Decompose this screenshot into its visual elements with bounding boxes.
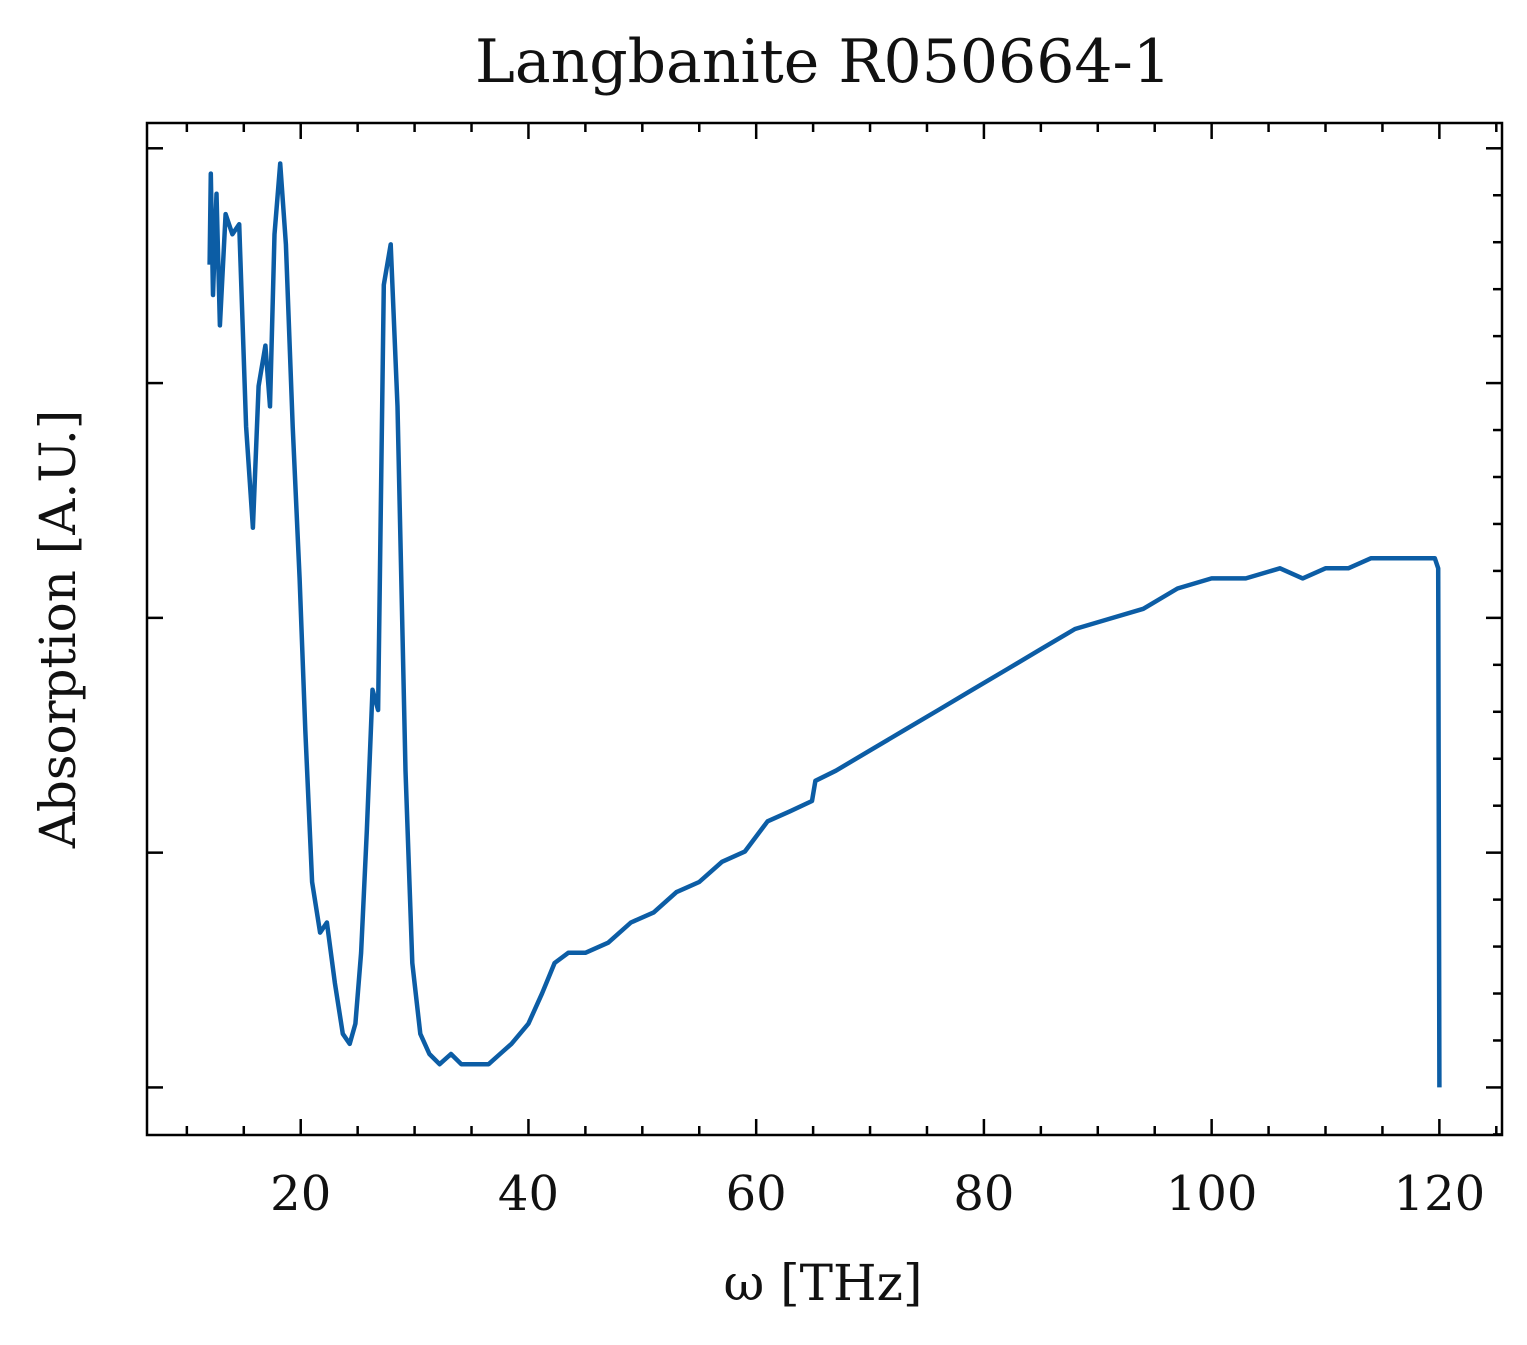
plot-area — [207, 161, 1442, 1088]
x-tick-label: 20 — [270, 1166, 331, 1222]
x-axis-label: ω [THz] — [724, 1254, 923, 1312]
y-axis-label: Absorption [A.U.] — [29, 410, 87, 850]
x-tick-label: 120 — [1394, 1166, 1486, 1222]
plot-frame — [145, 121, 1504, 1137]
axis-ticks: 20 40 60 80 100 120 — [147, 123, 1502, 1222]
x-tick-label: 60 — [726, 1166, 787, 1222]
x-tick-label: 40 — [498, 1166, 559, 1222]
x-tick-label: 100 — [1166, 1166, 1258, 1222]
series-line-0 — [207, 161, 1442, 1088]
chart-title: Langbanite R050664-1 — [475, 27, 1171, 97]
x-tick-label: 80 — [953, 1166, 1014, 1222]
